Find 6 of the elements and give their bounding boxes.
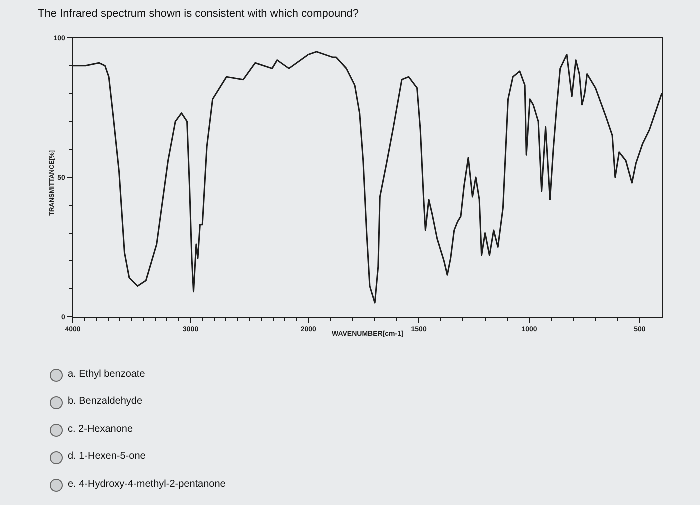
- chart-title: The Infrared spectrum shown is consistent with which compound?: [38, 8, 359, 20]
- text: e. 4-Hydroxy-4-methyl-2-pentanone: [68, 479, 226, 490]
- text: b. Benzaldehyde: [68, 396, 143, 407]
- text: c. 2-Hexanone: [68, 424, 134, 435]
- text: a. Ethyl benzoate: [68, 369, 146, 380]
- text: d. 1-Hexen-5-one: [68, 451, 146, 462]
